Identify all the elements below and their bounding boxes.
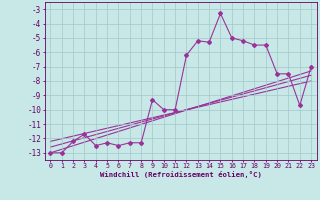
X-axis label: Windchill (Refroidissement éolien,°C): Windchill (Refroidissement éolien,°C) [100, 171, 262, 178]
